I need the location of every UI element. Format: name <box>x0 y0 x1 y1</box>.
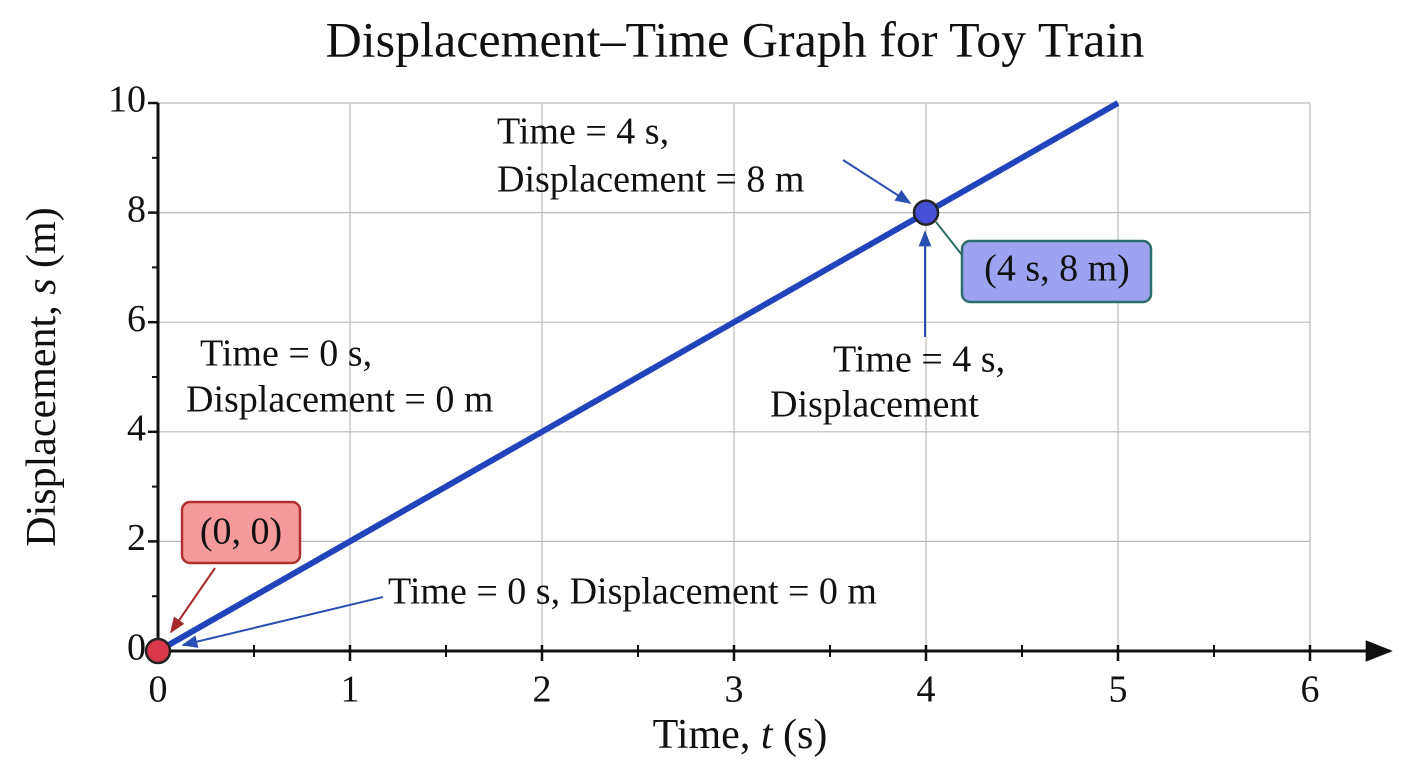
y-tick-label: 0 <box>127 627 146 669</box>
annotation-text: Time = 4 s, <box>497 111 669 153</box>
x-tick-label: 2 <box>533 669 552 711</box>
callout-box <box>180 500 302 565</box>
annotation-arrow <box>935 221 963 256</box>
annotation-arrow <box>842 159 912 204</box>
x-axis-label: Time, t (s) <box>653 712 828 758</box>
y-axis-label: Displacement, s (m) <box>19 207 65 546</box>
y-tick-label: 4 <box>127 408 146 450</box>
x-axis-label-part: (s) <box>773 712 828 758</box>
x-tick-label: 6 <box>1301 669 1320 711</box>
x-tick-label: 0 <box>149 669 168 711</box>
annotation-text: Time = 0 s, Displacement = 0 m <box>388 571 877 613</box>
y-tick-label: 10 <box>108 79 146 121</box>
y-axis-label-part: Displacement, <box>19 295 65 547</box>
x-tick-label: 5 <box>1109 669 1128 711</box>
annotation-text: (4 s, 8 m) <box>984 248 1130 290</box>
x-tick-label: 4 <box>917 669 936 711</box>
y-axis-label-part: s <box>19 278 65 294</box>
callout-box <box>960 239 1153 304</box>
y-tick-label: 2 <box>127 517 146 559</box>
y-tick-label: 8 <box>127 188 146 230</box>
annotation-text: Displacement <box>770 384 979 426</box>
y-tick-label: 6 <box>127 298 146 340</box>
annotation-text: Displacement = 8 m <box>497 159 804 201</box>
annotation-text: Time = 0 s, <box>200 333 372 375</box>
point-marker <box>144 637 172 665</box>
x-tick-label: 3 <box>725 669 744 711</box>
chart-title: Displacement–Time Graph for Toy Train <box>326 11 1145 67</box>
annotation-text: Time = 4 s, <box>833 339 1005 381</box>
x-tick-label: 1 <box>341 669 360 711</box>
x-axis-label-part: t <box>761 712 774 758</box>
annotation-text: (0, 0) <box>200 511 282 553</box>
data-line <box>156 100 1120 654</box>
annotation-arrow <box>181 596 384 648</box>
annotation-arrow <box>170 567 216 634</box>
point-marker <box>912 199 940 226</box>
annotation-text: Displacement = 0 m <box>186 379 493 421</box>
y-axis-label-part: (m) <box>19 207 65 278</box>
x-axis-label-part: Time, <box>653 712 761 758</box>
